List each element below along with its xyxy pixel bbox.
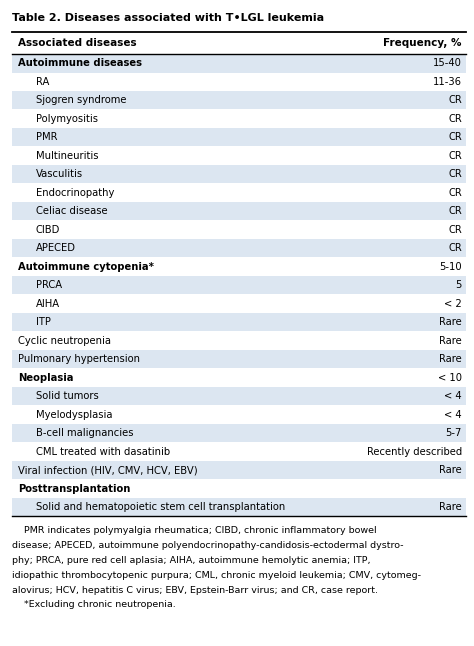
Text: < 4: < 4	[444, 410, 462, 420]
Text: B-cell malignancies: B-cell malignancies	[36, 428, 134, 438]
Text: 15-40: 15-40	[433, 58, 462, 68]
Bar	[12, 350, 466, 368]
Text: PMR: PMR	[36, 132, 57, 142]
Bar	[12, 387, 466, 406]
Text: Rare: Rare	[439, 354, 462, 364]
Text: Table 2. Diseases associated with T•LGL leukemia: Table 2. Diseases associated with T•LGL …	[12, 13, 324, 23]
Bar	[12, 313, 466, 331]
Text: < 10: < 10	[438, 373, 462, 382]
Text: 5: 5	[456, 280, 462, 290]
Bar	[12, 276, 466, 295]
Bar	[12, 91, 466, 110]
Text: Rare: Rare	[439, 317, 462, 328]
Text: Posttransplantation: Posttransplantation	[18, 484, 130, 494]
Text: 5-10: 5-10	[439, 262, 462, 272]
Text: RA: RA	[36, 77, 49, 87]
Text: 5-7: 5-7	[446, 428, 462, 438]
Text: Cyclic neutropenia: Cyclic neutropenia	[18, 336, 111, 346]
Text: PMR indicates polymyalgia rheumatica; CIBD, chronic inflammatory bowel: PMR indicates polymyalgia rheumatica; CI…	[12, 526, 377, 536]
Text: Pulmonary hypertension: Pulmonary hypertension	[18, 354, 140, 364]
Bar	[12, 165, 466, 183]
Text: CR: CR	[448, 225, 462, 234]
Bar	[12, 202, 466, 220]
Text: Rare: Rare	[439, 502, 462, 512]
Text: CR: CR	[448, 169, 462, 179]
Text: Viral infection (HIV, CMV, HCV, EBV): Viral infection (HIV, CMV, HCV, EBV)	[18, 465, 198, 475]
Text: Autoimmune diseases: Autoimmune diseases	[18, 58, 142, 68]
Text: CR: CR	[448, 132, 462, 142]
Bar	[12, 128, 466, 147]
Text: Frequency, %: Frequency, %	[383, 38, 462, 48]
Text: < 2: < 2	[444, 298, 462, 309]
Text: Endocrinopathy: Endocrinopathy	[36, 188, 114, 198]
Text: CR: CR	[448, 244, 462, 253]
Text: phy; PRCA, pure red cell aplasia; AIHA, autoimmune hemolytic anemia; ITP,: phy; PRCA, pure red cell aplasia; AIHA, …	[12, 556, 371, 565]
Text: Celiac disease: Celiac disease	[36, 206, 108, 216]
Text: Vasculitis: Vasculitis	[36, 169, 83, 179]
Text: Rare: Rare	[439, 465, 462, 475]
Text: Sjogren syndrome: Sjogren syndrome	[36, 95, 127, 105]
Text: CML treated with dasatinib: CML treated with dasatinib	[36, 447, 170, 457]
Text: < 4: < 4	[444, 391, 462, 401]
Text: disease; APECED, autoimmune polyendocrinopathy-candidosis-ectodermal dystro-: disease; APECED, autoimmune polyendocrin…	[12, 541, 403, 550]
Text: Solid and hematopoietic stem cell transplantation: Solid and hematopoietic stem cell transp…	[36, 502, 285, 512]
Text: ITP: ITP	[36, 317, 51, 328]
Text: CR: CR	[448, 95, 462, 105]
Text: APECED: APECED	[36, 244, 76, 253]
Text: CIBD: CIBD	[36, 225, 60, 234]
Text: idiopathic thrombocytopenic purpura; CML, chronic myeloid leukemia; CMV, cytomeg: idiopathic thrombocytopenic purpura; CML…	[12, 571, 421, 580]
Text: CR: CR	[448, 114, 462, 124]
Bar	[12, 239, 466, 258]
Text: 11-36: 11-36	[433, 77, 462, 87]
Text: Autoimmune cytopenia*: Autoimmune cytopenia*	[18, 262, 154, 272]
Bar	[12, 498, 466, 517]
Text: Myelodysplasia: Myelodysplasia	[36, 410, 112, 420]
Text: Recently described: Recently described	[367, 447, 462, 457]
Text: CR: CR	[448, 188, 462, 198]
Text: AIHA: AIHA	[36, 298, 60, 309]
Text: alovirus; HCV, hepatitis C virus; EBV, Epstein-Barr virus; and CR, case report.: alovirus; HCV, hepatitis C virus; EBV, E…	[12, 586, 378, 595]
Text: Neoplasia: Neoplasia	[18, 373, 73, 382]
Text: Solid tumors: Solid tumors	[36, 391, 99, 401]
Bar	[12, 54, 466, 72]
Text: *Excluding chronic neutropenia.: *Excluding chronic neutropenia.	[12, 601, 176, 609]
Text: CR: CR	[448, 151, 462, 161]
Text: Polymyositis: Polymyositis	[36, 114, 98, 124]
Bar	[12, 461, 466, 479]
Text: Rare: Rare	[439, 336, 462, 346]
Text: Multineuritis: Multineuritis	[36, 151, 99, 161]
Text: CR: CR	[448, 206, 462, 216]
Text: Associated diseases: Associated diseases	[18, 38, 137, 48]
Text: PRCA: PRCA	[36, 280, 62, 290]
Bar	[12, 424, 466, 443]
